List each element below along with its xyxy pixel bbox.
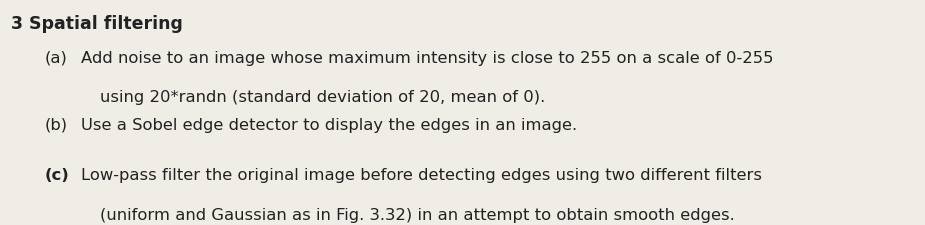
Text: Low-pass filter the original image before detecting edges using two different fi: Low-pass filter the original image befor… — [81, 168, 762, 182]
Text: (c): (c) — [44, 168, 69, 182]
Text: using 20*randn (standard deviation of 20, mean of 0).: using 20*randn (standard deviation of 20… — [100, 90, 545, 105]
Text: Add noise to an image whose maximum intensity is close to 255 on a scale of 0-25: Add noise to an image whose maximum inte… — [81, 51, 774, 65]
Text: (b): (b) — [44, 117, 68, 132]
Text: 3 Spatial filtering: 3 Spatial filtering — [11, 15, 183, 33]
Text: Use a Sobel edge detector to display the edges in an image.: Use a Sobel edge detector to display the… — [81, 117, 577, 132]
Text: (a): (a) — [44, 51, 68, 65]
Text: (uniform and Gaussian as in Fig. 3.32) in an attempt to obtain smooth edges.: (uniform and Gaussian as in Fig. 3.32) i… — [100, 207, 734, 222]
